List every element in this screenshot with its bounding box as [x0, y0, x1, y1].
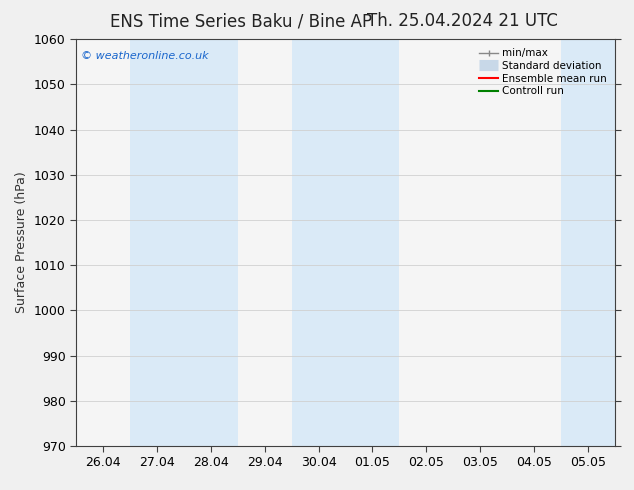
- Legend: min/max, Standard deviation, Ensemble mean run, Controll run: min/max, Standard deviation, Ensemble me…: [476, 46, 610, 99]
- Bar: [292, 39, 399, 446]
- Y-axis label: Surface Pressure (hPa): Surface Pressure (hPa): [15, 172, 29, 314]
- Text: © weatheronline.co.uk: © weatheronline.co.uk: [81, 51, 209, 61]
- Bar: [130, 39, 238, 446]
- Text: Th. 25.04.2024 21 UTC: Th. 25.04.2024 21 UTC: [367, 12, 559, 30]
- Bar: [561, 39, 620, 446]
- Text: ENS Time Series Baku / Bine AP: ENS Time Series Baku / Bine AP: [110, 12, 372, 30]
